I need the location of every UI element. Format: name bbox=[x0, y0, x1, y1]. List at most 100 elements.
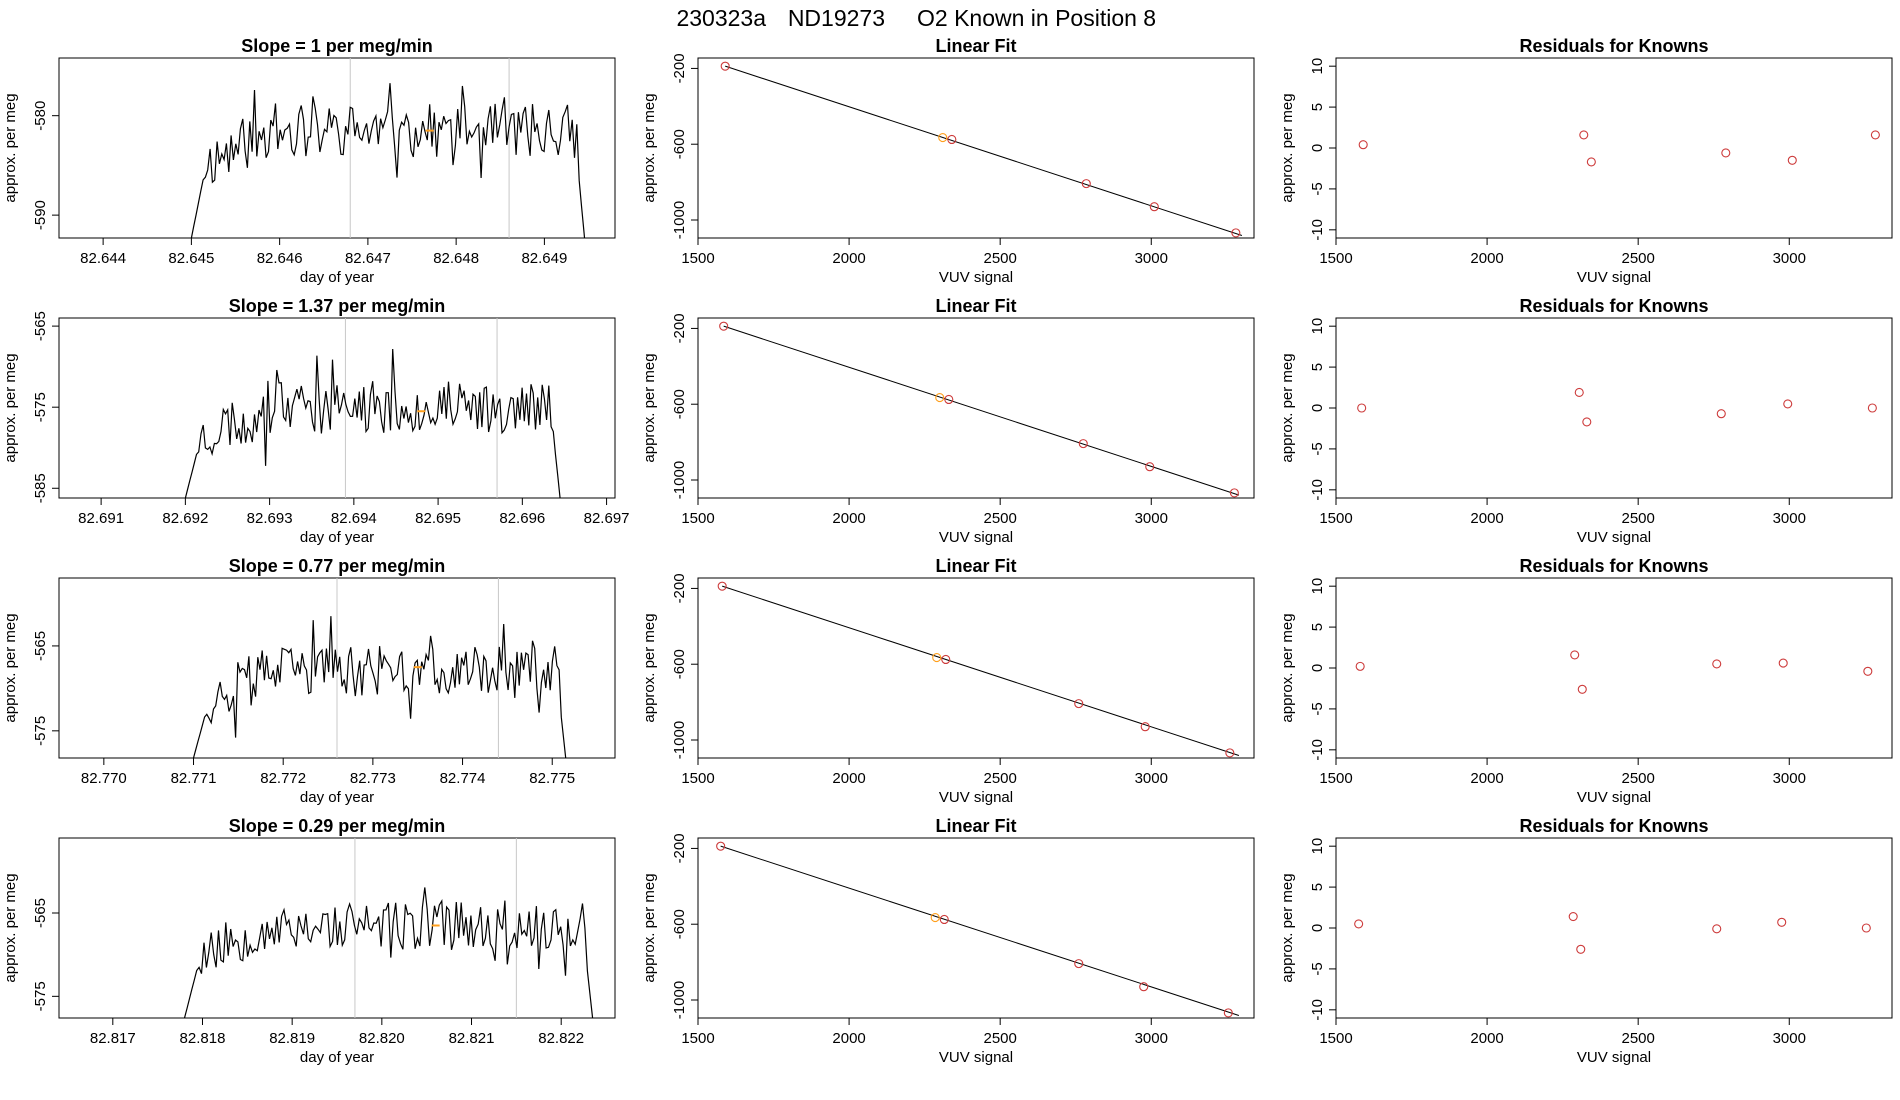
residual-point bbox=[1354, 919, 1364, 929]
y-tick-label: -600 bbox=[671, 909, 688, 939]
x-tick-label: 82.648 bbox=[433, 250, 479, 267]
residual-point bbox=[1777, 917, 1787, 927]
x-tick-label: 3000 bbox=[1135, 510, 1168, 527]
residual-point bbox=[1867, 403, 1877, 413]
x-tick-label: 2000 bbox=[832, 770, 865, 787]
panel: Residuals for Knowns VUV signal approx. pe… bbox=[1279, 36, 1893, 286]
x-tick-label: 82.692 bbox=[162, 510, 208, 527]
fit-point bbox=[1225, 748, 1235, 758]
fit-point bbox=[716, 841, 726, 851]
y-tick-label: -200 bbox=[671, 53, 688, 83]
x-axis-label: VUV signal bbox=[1577, 789, 1651, 806]
x-tick-label: 82.647 bbox=[345, 250, 391, 267]
x-tick-label: 2000 bbox=[1470, 510, 1503, 527]
fit-point bbox=[1223, 1008, 1233, 1018]
y-axis-label: approx. per meg bbox=[641, 873, 658, 982]
plot-frame bbox=[697, 577, 1255, 759]
y-axis-label: approx. per meg bbox=[1279, 873, 1296, 982]
x-tick-label: 2000 bbox=[1470, 1030, 1503, 1047]
fit-point bbox=[938, 133, 948, 143]
fit-line bbox=[725, 65, 1243, 237]
fit-point bbox=[1140, 722, 1150, 732]
fit-point bbox=[935, 393, 945, 403]
residual-point bbox=[1577, 684, 1587, 694]
y-tick-label: 5 bbox=[1309, 883, 1326, 891]
fit-line bbox=[720, 845, 1240, 1017]
plot-area bbox=[190, 58, 586, 238]
residual-point bbox=[1863, 666, 1873, 676]
residual-point bbox=[1579, 130, 1589, 140]
fit-point bbox=[720, 61, 730, 71]
x-axis-label: day of year bbox=[300, 529, 374, 546]
fit-point bbox=[947, 134, 957, 145]
x-tick-label: 2500 bbox=[1621, 250, 1654, 267]
x-tick-label: 2500 bbox=[1621, 510, 1654, 527]
panel: Linear Fit VUV signal approx. per meg 1500 2… bbox=[641, 556, 1255, 806]
x-tick-label: 2500 bbox=[1621, 770, 1654, 787]
x-tick-label: 1500 bbox=[681, 510, 714, 527]
fit-point bbox=[939, 914, 949, 925]
y-tick-label: -5 bbox=[1309, 442, 1326, 455]
plot-area bbox=[184, 318, 561, 498]
x-tick-label: 82.773 bbox=[350, 770, 396, 787]
y-tick-label: -600 bbox=[671, 649, 688, 679]
x-tick-label: 2000 bbox=[832, 510, 865, 527]
fit-point bbox=[941, 654, 951, 665]
fit-point bbox=[930, 913, 940, 923]
x-tick-label: 82.697 bbox=[584, 510, 630, 527]
tank-id: ND19273 bbox=[788, 5, 885, 31]
x-tick-label: 82.775 bbox=[529, 770, 575, 787]
x-tick-label: 82.818 bbox=[180, 1030, 226, 1047]
y-tick-label: 5 bbox=[1309, 623, 1326, 631]
residual-point bbox=[1355, 661, 1365, 671]
residual-point bbox=[1358, 140, 1368, 150]
x-tick-label: 82.693 bbox=[247, 510, 293, 527]
x-tick-label: 2500 bbox=[1621, 1030, 1654, 1047]
panel-title: Slope = 0.29 per meg/min bbox=[229, 816, 446, 836]
x-tick-label: 3000 bbox=[1135, 1030, 1168, 1047]
fit-point bbox=[944, 394, 954, 405]
residual-point bbox=[1357, 403, 1367, 413]
signal-trace bbox=[190, 83, 586, 238]
x-axis-label: day of year bbox=[300, 789, 374, 806]
x-axis-label: VUV signal bbox=[939, 269, 1013, 286]
y-tick-label: -590 bbox=[32, 200, 49, 230]
y-tick-label: -10 bbox=[1309, 739, 1326, 761]
panel-title: Linear Fit bbox=[935, 816, 1016, 836]
residual-point bbox=[1712, 659, 1722, 669]
x-tick-label: 82.772 bbox=[260, 770, 306, 787]
y-tick-label: -200 bbox=[671, 573, 688, 603]
plot-frame bbox=[58, 837, 616, 1019]
panel: Slope = 0.29 per meg/min day of year appro… bbox=[2, 816, 616, 1066]
x-tick-label: 82.695 bbox=[415, 510, 461, 527]
x-tick-label: 1500 bbox=[1319, 1030, 1352, 1047]
plot-area bbox=[1358, 130, 1880, 167]
y-tick-label: 0 bbox=[1309, 404, 1326, 412]
x-tick-label: 82.774 bbox=[440, 770, 486, 787]
x-tick-label: 1500 bbox=[681, 770, 714, 787]
y-axis-label: approx. per meg bbox=[1279, 93, 1296, 202]
fit-point bbox=[1149, 202, 1159, 212]
residual-point bbox=[1787, 155, 1797, 165]
y-axis-label: approx. per meg bbox=[2, 873, 19, 982]
x-tick-label: 2500 bbox=[983, 770, 1016, 787]
signal-trace bbox=[183, 887, 594, 1018]
residual-point bbox=[1568, 911, 1578, 922]
y-tick-label: -565 bbox=[32, 898, 49, 928]
y-tick-label: -1000 bbox=[671, 461, 688, 499]
y-axis-label: approx. per meg bbox=[1279, 353, 1296, 462]
y-tick-label: -575 bbox=[32, 716, 49, 746]
residual-point bbox=[1870, 130, 1880, 140]
panel-title: Residuals for Knowns bbox=[1519, 816, 1708, 836]
panel: Slope = 1.37 per meg/min day of year appro… bbox=[2, 296, 630, 546]
panel-title: Linear Fit bbox=[935, 36, 1016, 56]
y-tick-label: -1000 bbox=[671, 981, 688, 1019]
fit-point bbox=[1078, 439, 1088, 449]
plot-area bbox=[720, 61, 1243, 238]
plot-frame bbox=[58, 317, 616, 499]
x-tick-label: 82.691 bbox=[78, 510, 124, 527]
y-tick-label: -200 bbox=[671, 313, 688, 343]
residual-point bbox=[1861, 923, 1871, 933]
